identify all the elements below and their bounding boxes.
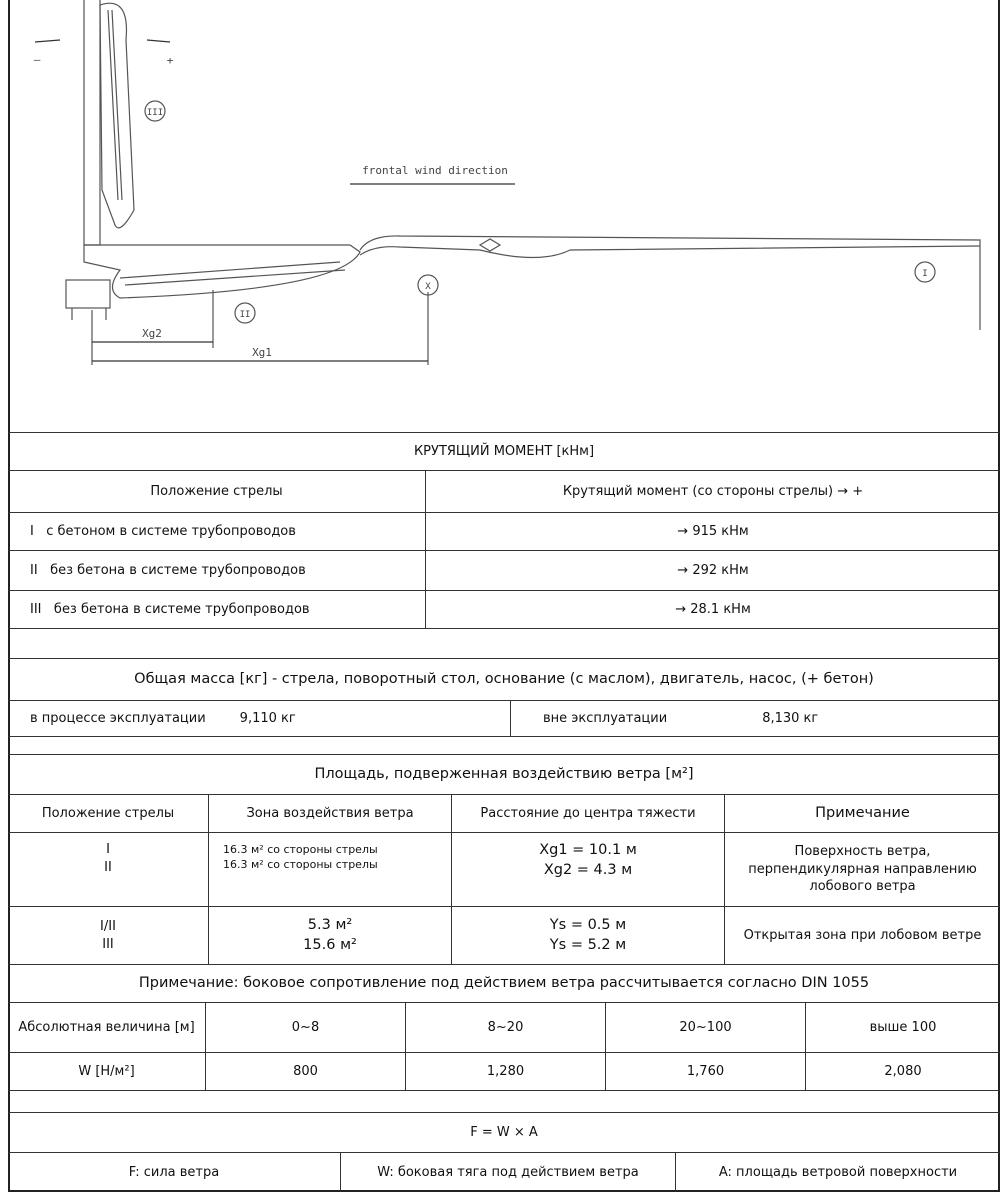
legend-w: W: боковая тяга под действием ветра xyxy=(340,1153,675,1192)
note-text: Открытая зона при лобовом ветре xyxy=(724,907,1000,964)
distance-value: Ys = 5.2 м xyxy=(549,936,627,953)
pressure-row: W [Н/м²] 800 1,280 1,760 2,080 xyxy=(8,1052,1000,1090)
wind-zone: 16.3 м² со стороны стрелы xyxy=(223,843,378,856)
spacer-row xyxy=(8,736,1000,754)
height-range: 0~8 xyxy=(205,1003,405,1052)
wind-zone: 16.3 м² со стороны стрелы xyxy=(223,857,378,871)
position-iii-label: III xyxy=(147,108,163,118)
spacer-row xyxy=(8,1090,1000,1112)
header-boom-position: Положение стрелы xyxy=(41,805,175,821)
torque-value: → 28.1 кНм xyxy=(425,591,1000,628)
center-mark: X xyxy=(425,282,431,292)
torque-title-row: КРУТЯЩИЙ МОМЕНТ [кНм] xyxy=(8,432,1000,470)
wind-row: I II 16.3 м² со стороны стрелы 16.3 м² со … xyxy=(8,832,1000,906)
idle-value: 8,130 кг xyxy=(762,710,819,726)
page-frame xyxy=(8,0,1000,1192)
position-i-label: I xyxy=(922,269,927,279)
distance-value: Xg2 = 4.3 м xyxy=(543,861,633,878)
torque-value: → 292 кНм xyxy=(425,551,1000,590)
mass-values-row: в процессе эксплуатации 9,110 кг вне эксп… xyxy=(8,700,1000,736)
plus-sign: + xyxy=(167,54,174,67)
position-label: I/II xyxy=(100,918,116,934)
height-range: 20~100 xyxy=(605,1003,805,1052)
position-desc: без бетона в системе трубопроводов xyxy=(50,562,306,578)
legend-a: A: площадь ветровой поверхности xyxy=(675,1153,1000,1192)
idle-label: вне эксплуатации xyxy=(543,710,668,726)
mass-title-row: Общая масса [кг] - стрела, поворотный ст… xyxy=(8,658,1000,700)
header-note: Примечание xyxy=(724,795,1000,832)
wind-title-row: Площадь, подверженная воздействию ветра … xyxy=(8,754,1000,794)
wind-row: I/II III 5.3 м² 15.6 м² Ys = 0.5 м Ys = 5.2… xyxy=(8,906,1000,964)
torque-title: КРУТЯЩИЙ МОМЕНТ [кНм] xyxy=(413,443,595,459)
wind-zone: 15.6 м² xyxy=(303,936,357,953)
height-row: Абсолютная величина [м] 0~8 8~20 20~100 … xyxy=(8,1002,1000,1052)
torque-row: I с бетоном в системе трубопроводов → 91… xyxy=(8,512,1000,550)
wind-direction-label: frontal wind direction xyxy=(362,164,508,177)
operating-label: в процессе эксплуатации xyxy=(30,710,206,726)
formula: F = W × A xyxy=(470,1124,538,1140)
note-text: Поверхность ветра, перпендикулярная напр… xyxy=(724,833,1000,906)
header-boom-position: Положение стрелы xyxy=(150,483,283,499)
position-desc: с бетоном в системе трубопроводов xyxy=(46,523,296,539)
formula-row: F = W × A xyxy=(8,1112,1000,1152)
wind-header-row: Положение стрелы Зона воздействия ветра … xyxy=(8,794,1000,832)
position-label: I xyxy=(30,523,34,539)
w-value: 1,760 xyxy=(605,1053,805,1090)
boom-drawing: frontal wind direction – + III II X I Xg… xyxy=(34,0,981,365)
formula-legend-row: F: сила ветра W: боковая тяга под действ… xyxy=(8,1152,1000,1192)
w-value: 800 xyxy=(205,1053,405,1090)
w-value: 1,280 xyxy=(405,1053,605,1090)
torque-row: II без бетона в системе трубопроводов → … xyxy=(8,550,1000,590)
wind-title: Площадь, подверженная воздействию ветра … xyxy=(314,765,694,782)
position-desc: без бетона в системе трубопроводов xyxy=(53,601,310,617)
position-label: III xyxy=(102,936,114,952)
wind-note: Примечание: боковое сопротивление под де… xyxy=(138,974,870,991)
w-value: 2,080 xyxy=(805,1053,1000,1090)
torque-row: III без бетона в системе трубопроводов →… xyxy=(8,590,1000,628)
distance-value: Ys = 0.5 м xyxy=(549,916,627,933)
torque-value: → 915 кНм xyxy=(425,513,1000,550)
xg2-label: Xg2 xyxy=(142,327,162,340)
w-label: W [Н/м²] xyxy=(78,1063,135,1079)
position-ii-label: II xyxy=(240,310,251,320)
minus-sign: – xyxy=(34,53,41,66)
header-distance: Расстояние до центра тяжести xyxy=(451,795,724,832)
position-label: I xyxy=(106,842,110,857)
spacer-row xyxy=(8,628,1000,658)
mass-title: Общая масса [кг] - стрела, поворотный ст… xyxy=(134,670,874,687)
height-label: Абсолютная величина [м] xyxy=(18,1019,195,1035)
torque-header-row: Положение стрелы Крутящий момент (со сто… xyxy=(8,470,1000,512)
header-wind-zone: Зона воздействия ветра xyxy=(208,795,451,832)
position-label: II xyxy=(104,859,112,875)
wind-note-row: Примечание: боковое сопротивление под де… xyxy=(8,964,1000,1002)
position-label: II xyxy=(30,562,38,578)
position-label: III xyxy=(30,601,42,617)
height-range: 8~20 xyxy=(405,1003,605,1052)
xg1-label: Xg1 xyxy=(252,346,272,359)
wind-zone: 5.3 м² xyxy=(307,916,353,933)
operating-value: 9,110 кг xyxy=(239,710,296,726)
distance-value: Xg1 = 10.1 м xyxy=(539,842,637,858)
header-torque: Крутящий момент (со стороны стрелы) → + xyxy=(425,471,1000,512)
legend-f: F: сила ветра xyxy=(128,1164,220,1180)
height-range: выше 100 xyxy=(805,1003,1000,1052)
